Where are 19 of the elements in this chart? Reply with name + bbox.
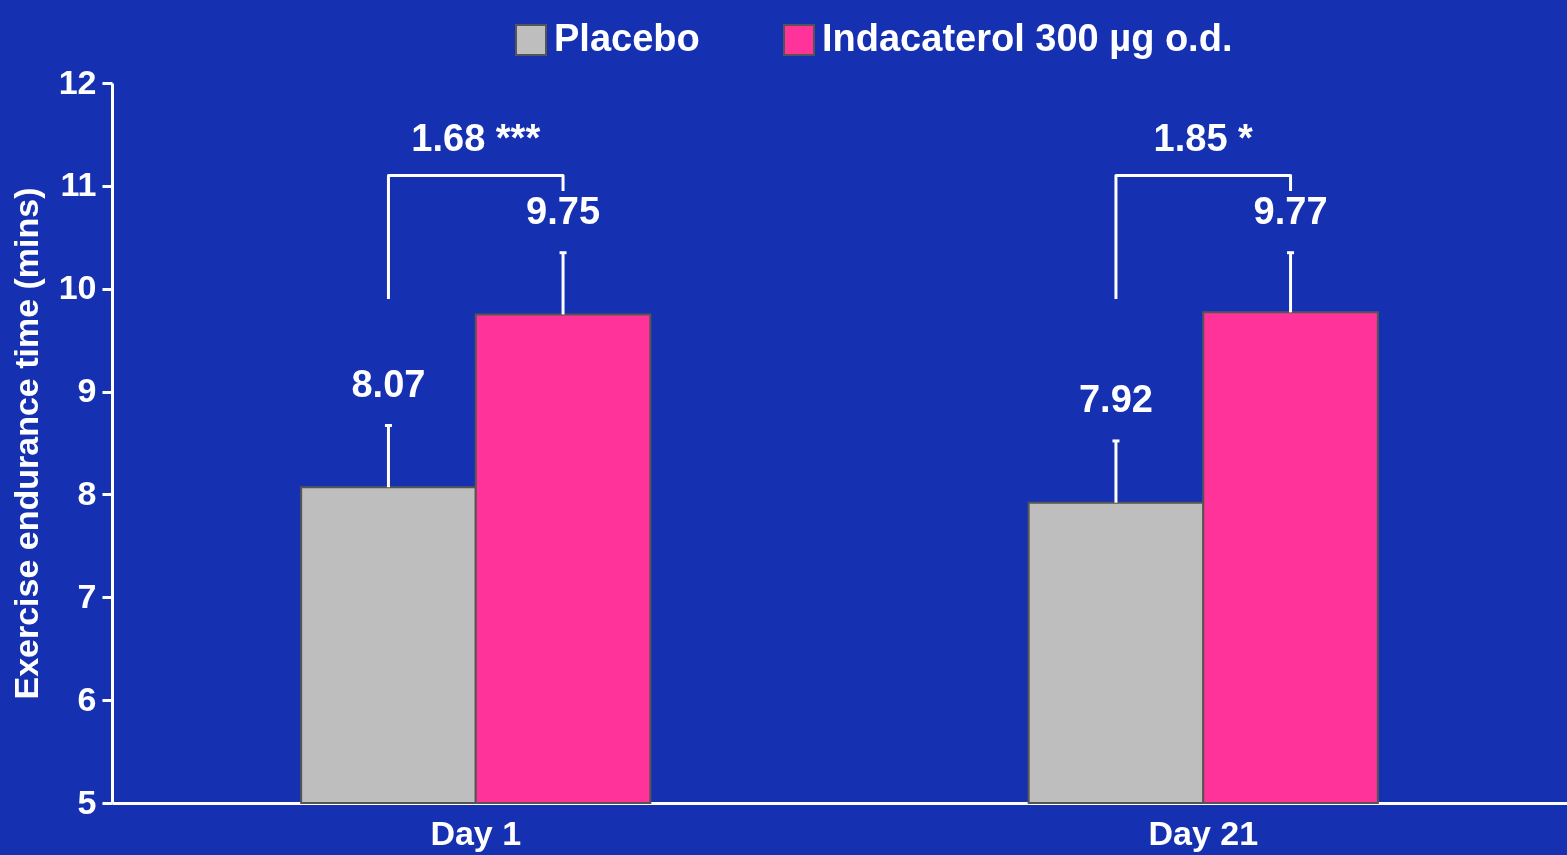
y-tick-label: 11 — [60, 165, 97, 204]
data-label: 7.92 — [1078, 377, 1153, 420]
y-axis-title: Exercise endurance time (mins) — [6, 187, 45, 700]
data-label: 8.07 — [351, 362, 426, 405]
data-label: 9.75 — [526, 189, 601, 232]
data-label: 9.77 — [1253, 189, 1328, 232]
y-tick-label: 6 — [77, 679, 97, 718]
annotation: 1.68 *** — [411, 116, 541, 159]
y-tick-label: 10 — [58, 268, 97, 307]
y-tick-label: 5 — [77, 782, 97, 821]
y-tick-label: 9 — [77, 371, 97, 410]
x-tick-label: Day 1 — [430, 813, 522, 852]
legend-label: Placebo — [554, 17, 700, 59]
annotation: 1.85 * — [1153, 116, 1254, 159]
x-tick-label: Day 21 — [1148, 813, 1259, 852]
y-tick-label: 8 — [77, 473, 97, 512]
y-tick-label: 12 — [58, 62, 97, 101]
legend-label: Indacaterol 300 µg o.d. — [822, 17, 1233, 59]
y-tick-label: 7 — [77, 576, 97, 615]
